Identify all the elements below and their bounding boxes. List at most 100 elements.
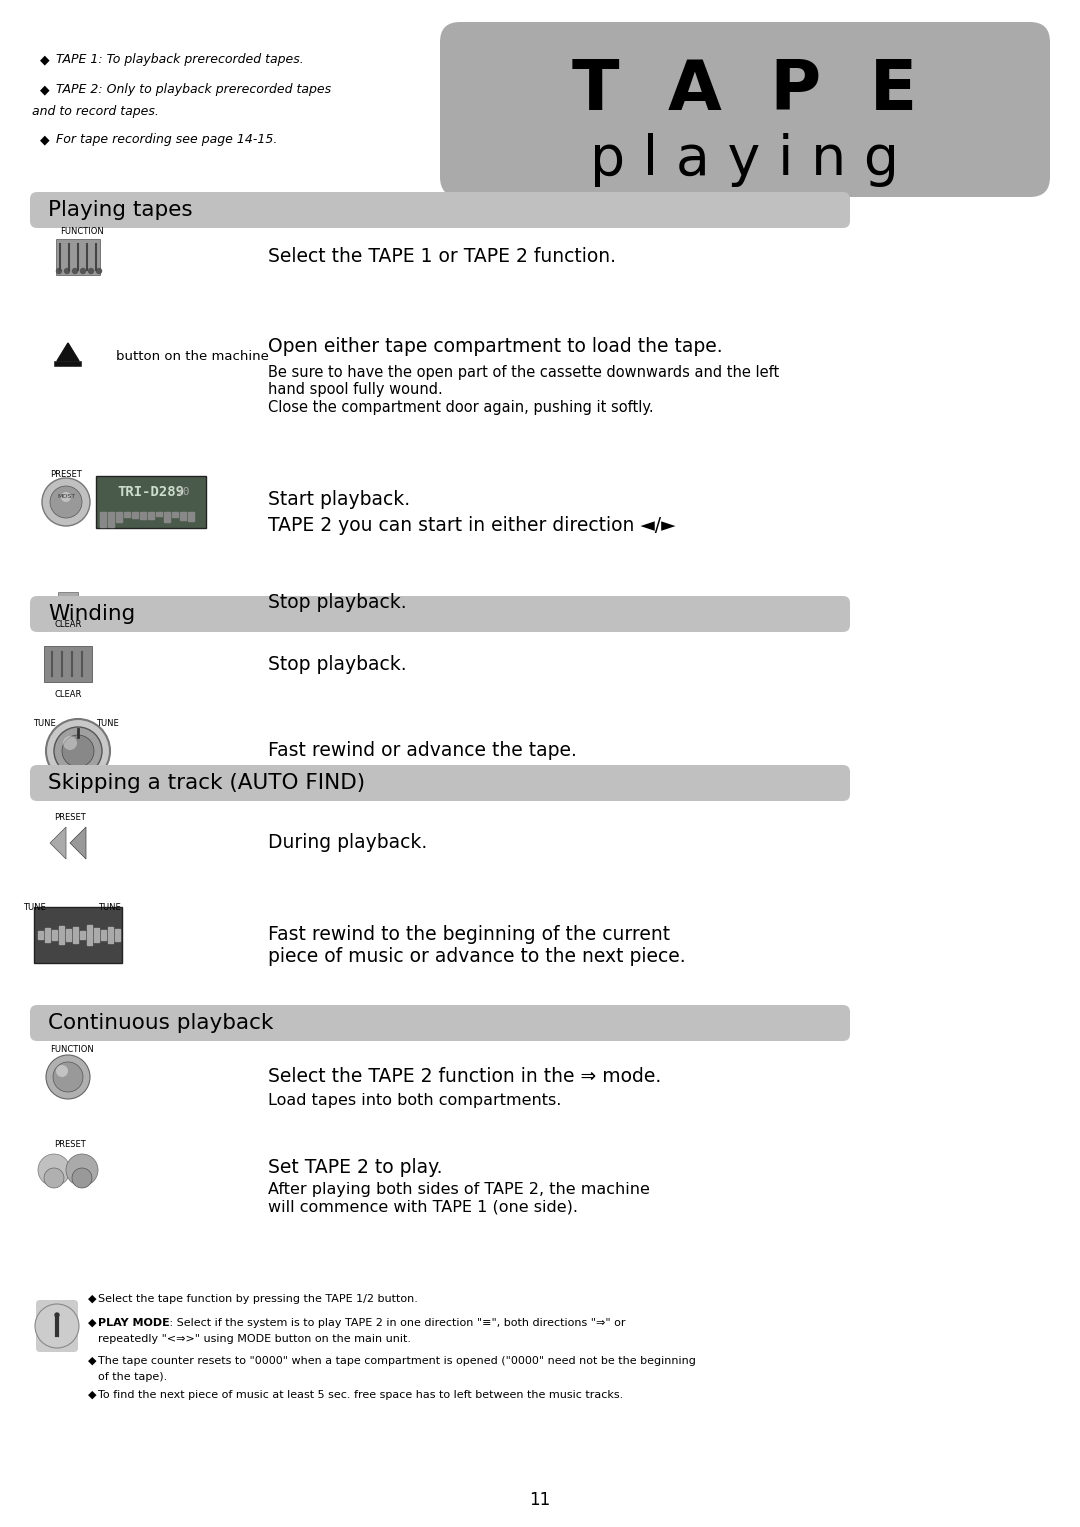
Circle shape <box>38 1154 70 1186</box>
Text: Continuous playback: Continuous playback <box>48 1012 273 1032</box>
Text: ◆: ◆ <box>87 1390 100 1400</box>
Text: Select the TAPE 1 or TAPE 2 function.: Select the TAPE 1 or TAPE 2 function. <box>268 247 616 267</box>
Text: of the tape).: of the tape). <box>98 1371 167 1382</box>
FancyBboxPatch shape <box>44 646 92 683</box>
Text: Fast rewind to the beginning of the current
piece of music or advance to the nex: Fast rewind to the beginning of the curr… <box>268 925 686 967</box>
Text: Winding: Winding <box>48 605 135 625</box>
Text: T  A  P  E: T A P E <box>572 56 918 124</box>
Text: ◆: ◆ <box>87 1356 100 1367</box>
Bar <box>140 512 146 519</box>
FancyBboxPatch shape <box>58 592 78 612</box>
Text: ◆: ◆ <box>40 53 54 67</box>
Bar <box>100 512 106 527</box>
Text: ◆: ◆ <box>40 133 54 147</box>
FancyBboxPatch shape <box>56 240 100 275</box>
Text: FUNCTION: FUNCTION <box>60 228 104 237</box>
Text: 11: 11 <box>529 1490 551 1509</box>
Bar <box>45 928 50 942</box>
Text: Start playback.: Start playback. <box>268 490 410 508</box>
Bar <box>66 928 71 941</box>
Bar <box>38 931 43 939</box>
Text: PRESET: PRESET <box>54 812 86 822</box>
Bar <box>52 930 57 941</box>
Text: To find the next piece of music at least 5 sec. free space has to left between t: To find the next piece of music at least… <box>98 1390 623 1400</box>
Text: Select the tape function by pressing the TAPE 1/2 button.: Select the tape function by pressing the… <box>98 1293 418 1304</box>
FancyBboxPatch shape <box>30 1005 850 1041</box>
Bar <box>59 925 64 944</box>
Circle shape <box>35 1304 79 1348</box>
Text: The tape counter resets to "0000" when a tape compartment is opened ("0000" need: The tape counter resets to "0000" when a… <box>98 1356 696 1367</box>
Text: Skipping a track (AUTO FIND): Skipping a track (AUTO FIND) <box>48 773 365 793</box>
Text: Stop playback.: Stop playback. <box>268 592 407 611</box>
Bar <box>188 512 194 521</box>
Circle shape <box>42 478 90 525</box>
Text: TUNE: TUNE <box>23 902 45 912</box>
Bar <box>116 512 122 522</box>
Text: 20: 20 <box>176 487 190 496</box>
Bar <box>114 928 120 941</box>
Text: Fast rewind or advance the tape.: Fast rewind or advance the tape. <box>268 742 577 760</box>
Text: MOST: MOST <box>57 495 76 499</box>
FancyBboxPatch shape <box>440 21 1050 197</box>
Text: Open either tape compartment to load the tape.: Open either tape compartment to load the… <box>268 337 723 356</box>
Text: ◆: ◆ <box>87 1293 100 1304</box>
Text: button on the machine: button on the machine <box>116 351 269 363</box>
Text: Be sure to have the open part of the cassette downwards and the left
hand spool : Be sure to have the open part of the cas… <box>268 365 780 415</box>
Text: Load tapes into both compartments.: Load tapes into both compartments. <box>268 1093 562 1109</box>
Bar <box>80 931 85 939</box>
Circle shape <box>46 1055 90 1099</box>
Text: For tape recording see page 14-15.: For tape recording see page 14-15. <box>56 133 278 147</box>
Circle shape <box>89 269 94 273</box>
Bar <box>108 927 113 944</box>
Text: Set TAPE 2 to play.: Set TAPE 2 to play. <box>268 1157 443 1177</box>
Circle shape <box>60 492 71 502</box>
Circle shape <box>54 727 102 776</box>
FancyBboxPatch shape <box>33 907 122 964</box>
Circle shape <box>66 1154 98 1186</box>
Text: TAPE 2: Only to playback prerecorded tapes: TAPE 2: Only to playback prerecorded tap… <box>56 84 332 96</box>
Text: PRESET: PRESET <box>54 1141 85 1148</box>
Text: TAPE 2 you can start in either direction ◄/►: TAPE 2 you can start in either direction… <box>268 516 675 534</box>
Text: ◆: ◆ <box>87 1318 100 1328</box>
Text: repeatedly "<⇒>" using MODE button on the main unit.: repeatedly "<⇒>" using MODE button on th… <box>98 1335 411 1344</box>
Text: Select the TAPE 2 function in the ⇒ mode.: Select the TAPE 2 function in the ⇒ mode… <box>268 1067 661 1086</box>
Bar <box>148 512 154 519</box>
Circle shape <box>44 1168 64 1188</box>
Circle shape <box>62 734 94 767</box>
Bar <box>87 925 92 945</box>
Text: TUNE: TUNE <box>98 902 121 912</box>
Bar <box>132 512 138 518</box>
Bar <box>164 512 170 522</box>
FancyBboxPatch shape <box>36 1299 78 1351</box>
FancyBboxPatch shape <box>30 192 850 228</box>
Bar <box>73 927 78 944</box>
Text: CLEAR: CLEAR <box>54 690 82 699</box>
Circle shape <box>72 269 78 273</box>
Bar <box>156 512 162 516</box>
Text: During playback.: During playback. <box>268 834 428 852</box>
Circle shape <box>81 269 85 273</box>
Circle shape <box>56 269 62 273</box>
Text: p l a y i n g: p l a y i n g <box>591 133 900 186</box>
Bar <box>108 512 114 527</box>
Circle shape <box>72 1168 92 1188</box>
Polygon shape <box>50 828 66 860</box>
Bar <box>180 512 186 521</box>
Text: Playing tapes: Playing tapes <box>48 200 192 220</box>
Bar <box>172 512 178 518</box>
Text: : Select if the system is to play TAPE 2 in one direction "≡", both directions ": : Select if the system is to play TAPE 2… <box>166 1318 625 1328</box>
Text: and to record tapes.: and to record tapes. <box>31 105 159 119</box>
Circle shape <box>63 736 77 750</box>
FancyBboxPatch shape <box>30 765 850 802</box>
Polygon shape <box>70 828 86 860</box>
Text: Stop playback.: Stop playback. <box>268 655 407 673</box>
Text: TUNE: TUNE <box>96 719 119 728</box>
Circle shape <box>96 269 102 273</box>
Circle shape <box>46 719 110 783</box>
Text: PRESET: PRESET <box>50 470 82 479</box>
Text: TUNE: TUNE <box>33 719 56 728</box>
Text: FUNCTION: FUNCTION <box>50 1044 94 1054</box>
Bar <box>102 930 106 941</box>
Text: PLAY MODE: PLAY MODE <box>98 1318 170 1328</box>
Polygon shape <box>57 344 79 360</box>
